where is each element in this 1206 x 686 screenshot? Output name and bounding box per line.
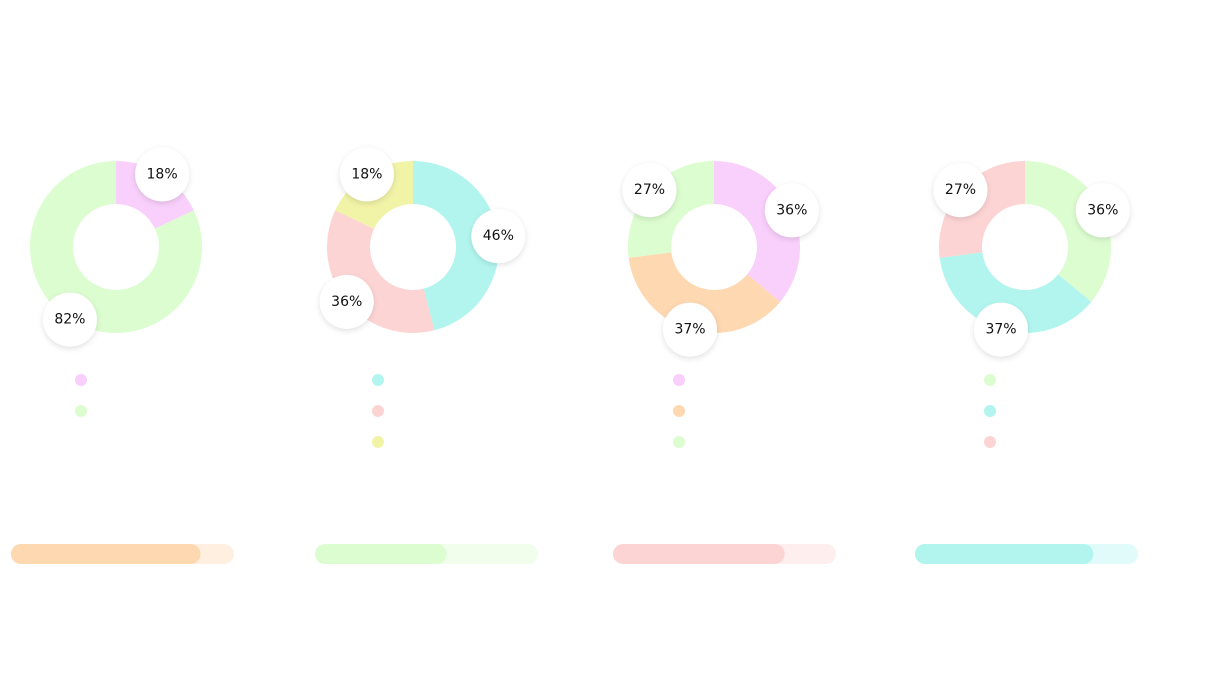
progress-fill <box>613 544 785 564</box>
label-bubble <box>1075 183 1130 238</box>
legend-dot <box>673 374 685 386</box>
legend-dot <box>75 374 87 386</box>
value-label: 27% <box>945 182 976 198</box>
donut-slice <box>628 161 714 258</box>
label-bubble <box>319 274 374 329</box>
donut-slice <box>939 252 1092 334</box>
label-bubble <box>339 147 394 202</box>
legend-dot <box>673 436 685 448</box>
label-bubble <box>471 209 526 264</box>
value-label: 36% <box>331 294 362 310</box>
progress-fill <box>915 544 1094 564</box>
label-bubble <box>622 163 677 218</box>
legend-dot <box>372 436 384 448</box>
donut-slice <box>29 161 202 333</box>
legend-dot <box>372 374 384 386</box>
donut-slice <box>939 161 1025 258</box>
donut-slice <box>413 161 500 331</box>
value-label: 36% <box>1087 202 1118 218</box>
legend-dot <box>75 405 87 417</box>
legend-dot <box>984 374 996 386</box>
value-label: 37% <box>674 322 705 338</box>
value-label: 27% <box>634 182 665 198</box>
label-bubble <box>974 302 1029 357</box>
legend-dot <box>984 436 996 448</box>
label-bubble <box>42 292 97 347</box>
value-label: 36% <box>776 202 807 218</box>
value-label: 46% <box>483 228 514 244</box>
legend-dot <box>372 405 384 417</box>
label-bubble <box>933 163 988 218</box>
value-label: 37% <box>985 322 1016 338</box>
progress-fill <box>11 544 201 564</box>
donut-slice <box>628 252 781 333</box>
label-bubble <box>663 302 718 357</box>
value-label: 18% <box>147 166 178 182</box>
progress-fill <box>315 544 447 564</box>
label-bubble <box>764 183 819 238</box>
value-label: 18% <box>351 166 382 182</box>
value-label: 82% <box>54 312 85 328</box>
legend-dot <box>984 405 996 417</box>
label-bubble <box>135 147 190 202</box>
legend-dot <box>673 405 685 417</box>
